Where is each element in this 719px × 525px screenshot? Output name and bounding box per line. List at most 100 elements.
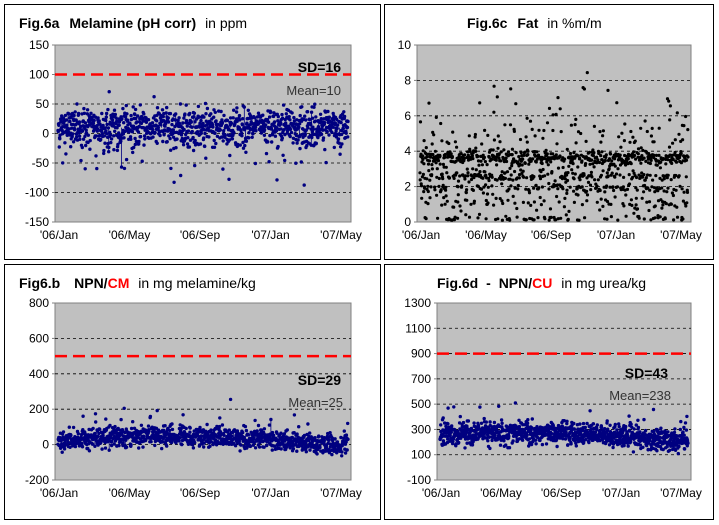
data-point bbox=[505, 170, 510, 174]
data-point bbox=[129, 137, 133, 141]
data-point bbox=[243, 143, 247, 148]
data-point bbox=[115, 119, 119, 123]
data-point bbox=[330, 130, 334, 135]
data-point bbox=[553, 179, 557, 183]
data-point bbox=[324, 445, 329, 449]
data-point bbox=[488, 423, 492, 428]
data-point bbox=[622, 443, 626, 448]
data-point bbox=[563, 177, 567, 181]
data-point bbox=[522, 153, 526, 157]
data-point bbox=[556, 96, 560, 100]
data-point bbox=[62, 447, 67, 451]
data-point bbox=[652, 140, 656, 144]
data-point bbox=[572, 427, 576, 431]
data-point bbox=[588, 162, 592, 166]
data-point bbox=[123, 115, 128, 119]
data-point bbox=[499, 173, 503, 177]
data-point bbox=[191, 135, 195, 140]
data-point bbox=[102, 134, 107, 138]
data-point bbox=[255, 429, 259, 433]
data-point bbox=[671, 141, 675, 145]
data-point bbox=[585, 421, 589, 426]
data-point bbox=[501, 201, 505, 206]
data-point bbox=[605, 199, 610, 204]
data-point bbox=[536, 216, 540, 220]
data-point bbox=[580, 185, 584, 189]
sd-label: SD=29 bbox=[298, 372, 341, 388]
data-point bbox=[574, 117, 578, 121]
data-point bbox=[667, 99, 671, 103]
data-point bbox=[241, 146, 246, 150]
data-point bbox=[239, 128, 243, 133]
data-point bbox=[304, 450, 308, 454]
data-point bbox=[281, 103, 286, 107]
data-point bbox=[472, 176, 476, 180]
data-point bbox=[554, 153, 558, 157]
data-point bbox=[476, 184, 480, 188]
data-point bbox=[180, 136, 184, 141]
data-point bbox=[335, 440, 340, 444]
data-point bbox=[257, 445, 262, 449]
data-point bbox=[104, 129, 108, 133]
data-point bbox=[450, 424, 454, 428]
data-point bbox=[433, 185, 437, 189]
y-tick-labels: 150 100 50 0 -50 -100 -150 bbox=[25, 38, 55, 229]
data-point bbox=[136, 130, 141, 134]
data-point bbox=[510, 164, 514, 168]
data-point bbox=[312, 105, 316, 109]
data-point bbox=[609, 215, 613, 219]
x-tick-label: '06/May bbox=[109, 228, 151, 242]
data-point bbox=[89, 433, 93, 437]
data-point bbox=[662, 189, 666, 193]
data-point bbox=[247, 131, 251, 135]
data-point bbox=[456, 179, 461, 183]
data-point bbox=[563, 437, 568, 441]
data-point bbox=[618, 436, 622, 441]
data-point bbox=[558, 154, 562, 158]
data-point bbox=[133, 136, 137, 141]
data-point bbox=[449, 430, 453, 434]
data-point bbox=[456, 185, 460, 189]
data-point bbox=[246, 433, 251, 437]
data-point bbox=[424, 146, 428, 150]
data-point bbox=[254, 129, 258, 133]
data-point bbox=[608, 185, 612, 189]
data-point bbox=[244, 139, 249, 143]
data-point bbox=[313, 102, 317, 106]
x-tick-label: '06/May bbox=[109, 486, 151, 500]
data-point bbox=[310, 116, 315, 120]
y-tick-label: 10 bbox=[398, 38, 412, 52]
data-point bbox=[436, 159, 441, 163]
data-point bbox=[115, 126, 119, 130]
data-point bbox=[636, 425, 641, 430]
data-point bbox=[636, 418, 640, 422]
data-point bbox=[259, 131, 264, 135]
data-point bbox=[471, 157, 475, 161]
data-point bbox=[332, 145, 336, 150]
data-point bbox=[682, 124, 686, 128]
data-point bbox=[532, 218, 536, 222]
data-point bbox=[487, 178, 491, 183]
x-tick-labels: '06/Jan '06/May '06/Sep '07/Jan '07/May bbox=[402, 228, 702, 242]
data-point bbox=[426, 202, 430, 206]
data-point bbox=[525, 176, 529, 180]
data-point bbox=[205, 422, 209, 427]
data-point bbox=[482, 155, 486, 159]
data-point bbox=[463, 446, 467, 450]
data-point bbox=[197, 115, 202, 119]
data-point bbox=[642, 417, 646, 422]
data-point bbox=[591, 148, 595, 152]
data-point bbox=[608, 423, 612, 427]
data-point bbox=[142, 143, 146, 147]
data-point bbox=[591, 154, 595, 158]
data-point bbox=[153, 430, 158, 434]
data-point bbox=[270, 430, 275, 435]
data-point bbox=[458, 414, 462, 419]
data-point bbox=[137, 142, 141, 146]
data-point bbox=[544, 148, 548, 152]
x-tick-label: '06/Sep bbox=[531, 228, 572, 242]
data-point bbox=[483, 128, 487, 132]
data-point bbox=[185, 124, 189, 128]
data-point bbox=[544, 442, 549, 446]
data-point bbox=[99, 137, 103, 142]
